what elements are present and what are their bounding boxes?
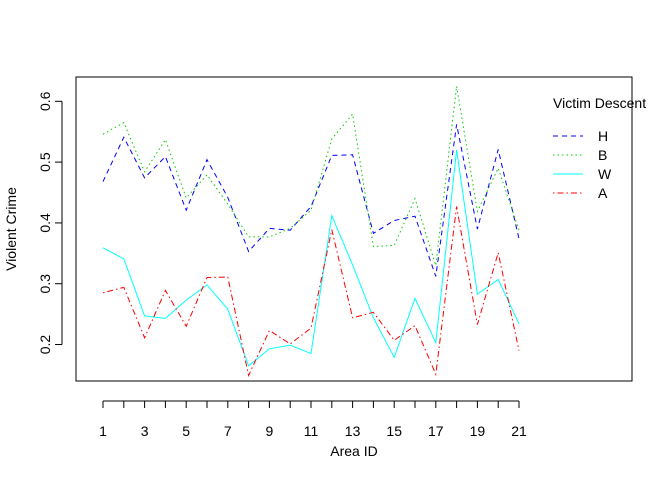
legend-title: Victim Descent: [553, 95, 646, 111]
legend-label-w: W: [598, 166, 612, 182]
series-line-h: [102, 124, 520, 277]
y-tick-label: 0.6: [37, 91, 53, 111]
plot-frame: [75, 76, 633, 382]
x-tick-label: 15: [386, 423, 402, 439]
x-tick-label: 9: [266, 423, 274, 439]
x-tick-label: 13: [345, 423, 361, 439]
x-tick-label: 19: [470, 423, 486, 439]
x-tick-label: 7: [224, 423, 232, 439]
legend-label-h: H: [598, 128, 608, 144]
x-axis: 1 3 5 7 9 11 13 15 17 19 21: [99, 400, 527, 439]
y-axis-title: Violent Crime: [3, 187, 19, 271]
series-line-b: [102, 86, 520, 266]
y-tick-label: 0.4: [37, 213, 53, 233]
x-tick-label: 5: [182, 423, 190, 439]
y-tick-label: 0.2: [37, 335, 53, 355]
y-tick-label: 0.3: [37, 274, 53, 294]
x-axis-title: Area ID: [330, 443, 377, 459]
legend-label-a: A: [598, 185, 608, 201]
x-tick-label: 3: [141, 423, 149, 439]
x-tick-label: 21: [511, 423, 527, 439]
legend-label-b: B: [598, 147, 607, 163]
series-layer: [102, 86, 520, 378]
x-tick-label: 1: [99, 423, 107, 439]
series-line-w: [102, 149, 520, 367]
y-axis: 0.2 0.3 0.4 0.5 0.6: [37, 91, 63, 355]
x-tick-label: 17: [428, 423, 444, 439]
x-tick-label: 11: [304, 423, 319, 439]
series-line-a: [102, 206, 520, 378]
y-tick-label: 0.5: [37, 152, 53, 172]
